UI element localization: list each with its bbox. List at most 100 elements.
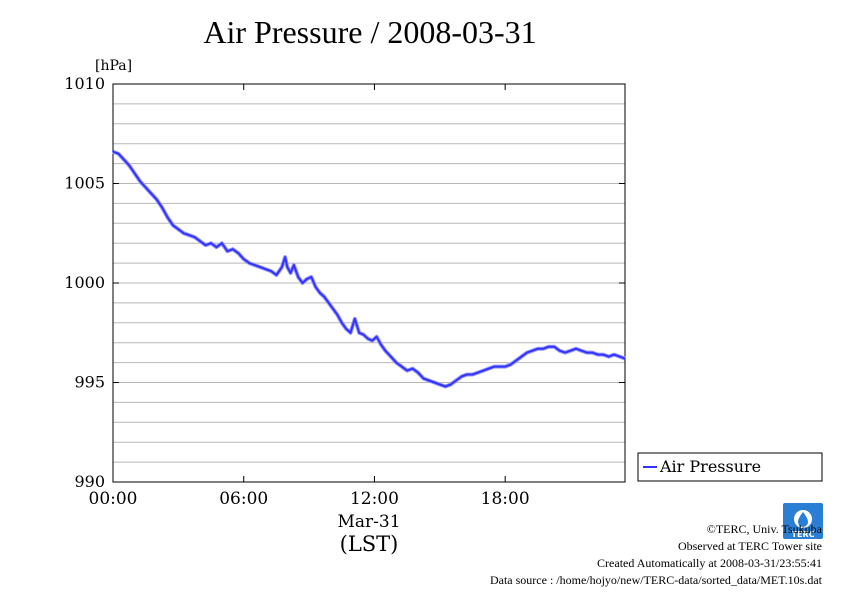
data-point (172, 224, 174, 227)
data-point (319, 292, 321, 294)
data-point (150, 192, 152, 195)
x-tick-label: 06:00 (219, 489, 268, 509)
svg-text:TERC: TERC (792, 530, 815, 539)
data-point (177, 228, 180, 231)
data-point (253, 264, 256, 266)
data-point (509, 363, 512, 366)
data-point (226, 250, 229, 252)
data-point (336, 314, 339, 316)
data-point (547, 345, 550, 348)
x-tick-label: 00:00 (89, 489, 138, 509)
y-tick-label: 990 (74, 472, 105, 491)
data-point (607, 355, 610, 358)
data-point (161, 206, 163, 209)
data-point (575, 347, 577, 350)
data-point (389, 355, 392, 358)
terc-logo: TERC (783, 503, 823, 539)
data-point (270, 270, 272, 272)
data-point (221, 242, 223, 244)
data-point (591, 351, 594, 354)
data-point (367, 337, 369, 340)
data-point (580, 349, 583, 352)
data-point (466, 373, 468, 376)
data-point (248, 262, 250, 264)
series-line-air-pressure (112, 150, 626, 388)
data-point (515, 359, 517, 362)
data-point (188, 234, 191, 237)
grid-layer (113, 103, 625, 463)
data-point (199, 240, 201, 243)
series-line-halo (112, 149, 626, 389)
data-point (327, 302, 330, 304)
y-tick-label: 995 (74, 373, 105, 392)
data-point (542, 347, 545, 350)
data-point (488, 367, 490, 370)
legend-box (637, 452, 823, 482)
data-point (128, 164, 131, 167)
data-point (264, 268, 267, 270)
data-point (444, 385, 447, 388)
data-point (553, 345, 555, 348)
data-point (284, 256, 286, 258)
y-tick-label: 1005 (64, 174, 105, 193)
data-point (531, 349, 534, 352)
data-point (482, 369, 485, 372)
x-axis-label: (LST) (340, 532, 399, 556)
data-point (417, 371, 419, 374)
data-point (526, 351, 528, 354)
data-point (193, 236, 196, 239)
data-point (139, 180, 142, 183)
data-point (275, 274, 278, 276)
data-point (596, 353, 599, 356)
data-point (323, 296, 326, 298)
data-point (422, 377, 425, 380)
data-point (520, 355, 523, 358)
data-point (477, 371, 479, 374)
data-point (384, 349, 387, 352)
data-point (569, 349, 572, 352)
data-point (259, 266, 261, 268)
y-tick-label: 1000 (64, 273, 105, 292)
data-point (411, 367, 414, 370)
data-point (428, 379, 430, 382)
credit-copyright: ©TERC, Univ. Tsukuba (706, 522, 822, 536)
data-point (310, 276, 313, 278)
data-point (242, 258, 245, 260)
data-point (395, 361, 398, 364)
chart-title: Air Pressure / 2008-03-31 (203, 14, 537, 50)
data-point (340, 322, 343, 324)
data-point (210, 242, 212, 244)
series-layer (112, 149, 626, 389)
data-point (375, 335, 378, 338)
data-point (471, 373, 474, 376)
credit-observed: Observed at TERC Tower site (677, 539, 822, 553)
data-point (123, 158, 125, 161)
data-point (602, 353, 605, 356)
data-point (155, 198, 158, 201)
data-point (498, 365, 501, 368)
data-point (306, 278, 308, 280)
x-tick-label: 18:00 (481, 489, 530, 509)
data-point (232, 248, 234, 250)
credit-created: Created Automatically at 2008-03-31/23:5… (597, 556, 822, 570)
data-point (144, 186, 147, 189)
data-point (406, 369, 408, 372)
data-point (380, 343, 382, 346)
data-point (493, 365, 496, 368)
legend: Air Pressure (637, 452, 823, 482)
data-point (297, 276, 299, 278)
data-point (117, 152, 120, 155)
data-point (301, 282, 304, 284)
data-point (586, 351, 588, 354)
data-point (204, 244, 207, 246)
data-point (314, 286, 317, 288)
data-point (112, 150, 114, 153)
data-point (613, 353, 615, 356)
data-point (349, 331, 352, 334)
data-point (400, 365, 403, 368)
data-point (624, 357, 626, 360)
data-point (371, 339, 374, 342)
data-point (332, 308, 334, 310)
data-point (449, 383, 452, 386)
